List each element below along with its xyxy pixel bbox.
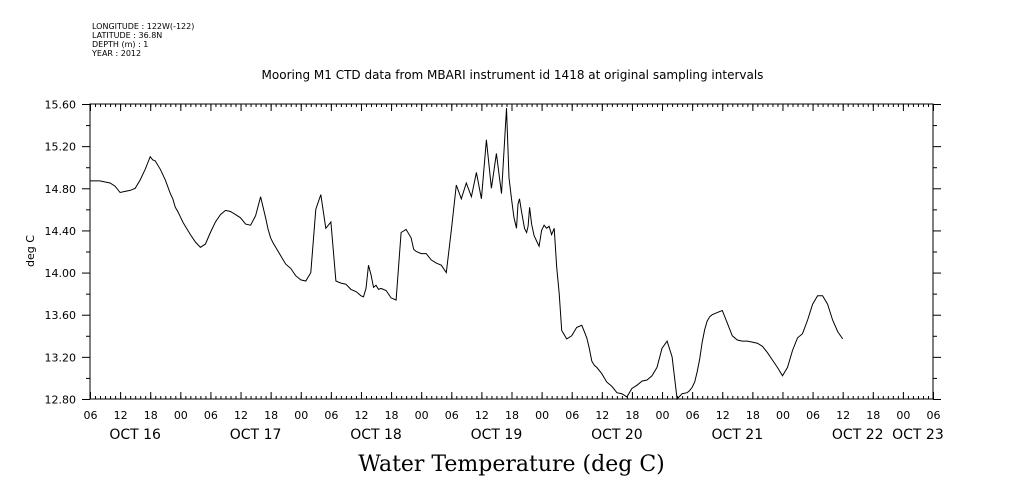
x-hour-tick-label: 12 (595, 409, 609, 422)
x-day-label: OCT 17 (230, 427, 282, 443)
x-hour-tick-label: 00 (294, 409, 308, 422)
x-hour-tick-label: 12 (354, 409, 368, 422)
depth-label: DEPTH (m) : 1 (92, 40, 149, 49)
x-hour-tick-label: 00 (656, 409, 670, 422)
x-hour-tick-label: 06 (445, 409, 459, 422)
x-hour-tick-label: 00 (174, 409, 188, 422)
y-tick-label: 14.40 (45, 225, 77, 238)
longitude-label: LONGITUDE : 122W(-122) (92, 22, 195, 31)
x-hour-tick-label: 00 (415, 409, 429, 422)
x-hour-tick-label: 12 (114, 409, 128, 422)
x-day-label: OCT 23 (892, 427, 944, 443)
axis-tick-labels: 06 12 18 00 06 12 18 00 06 12 18 00 06 12 18 00 06 12 18 00… (45, 99, 944, 444)
x-hour-tick-label: 06 (806, 409, 820, 422)
x-day-label: OCT 18 (350, 427, 402, 443)
x-day-label: OCT 20 (591, 427, 643, 443)
x-hour-tick-label: 18 (264, 409, 278, 422)
y-axis-label: deg C (24, 235, 37, 267)
metadata-block: LONGITUDE : 122W(-122) LATITUDE : 36.8N … (92, 22, 194, 58)
x-hour-tick-label: 12 (836, 409, 850, 422)
x-hour-tick-label: 12 (234, 409, 248, 422)
latitude-label: LATITUDE : 36.8N (92, 31, 163, 40)
x-hour-tick-label: 18 (385, 409, 399, 422)
x-hour-tick-label: 00 (776, 409, 790, 422)
y-tick-label: 15.60 (45, 99, 77, 112)
y-tick-label: 14.80 (45, 183, 77, 196)
x-hour-tick-label: 06 (686, 409, 700, 422)
y-tick-label: 13.20 (45, 351, 77, 364)
x-hour-tick-label: 12 (475, 409, 489, 422)
axis-ticks (82, 104, 941, 400)
x-hour-tick-label: 18 (746, 409, 760, 422)
chart-title: Mooring M1 CTD data from MBARI instrumen… (261, 68, 764, 82)
x-hour-tick-label: 06 (324, 409, 338, 422)
x-day-label: OCT 22 (832, 427, 884, 443)
x-hour-tick-label: 06 (565, 409, 579, 422)
y-tick-label: 13.60 (45, 309, 77, 322)
x-hour-tick-label: 00 (896, 409, 910, 422)
year-label: YEAR : 2012 (92, 49, 142, 58)
x-day-label: OCT 21 (711, 427, 763, 443)
x-hour-tick-label: 06 (204, 409, 218, 422)
x-hour-tick-label: 18 (505, 409, 519, 422)
x-axis-title: Water Temperature (deg C) (358, 452, 665, 477)
y-tick-label: 12.80 (45, 394, 77, 407)
plot-frame (89, 103, 934, 400)
x-hour-tick-label: 18 (625, 409, 639, 422)
series-line-water-temperature (90, 108, 844, 401)
y-tick-label: 14.00 (45, 267, 77, 280)
x-hour-tick-label: 18 (144, 409, 158, 422)
x-day-label: OCT 19 (471, 427, 523, 443)
x-hour-tick-label: 06 (927, 409, 941, 422)
x-hour-tick-label: 00 (535, 409, 549, 422)
x-hour-tick-label: 12 (716, 409, 730, 422)
x-day-label: OCT 16 (109, 427, 161, 443)
x-hour-tick-label: 06 (84, 409, 98, 422)
x-hour-tick-label: 18 (866, 409, 880, 422)
y-tick-label: 15.20 (45, 141, 77, 154)
